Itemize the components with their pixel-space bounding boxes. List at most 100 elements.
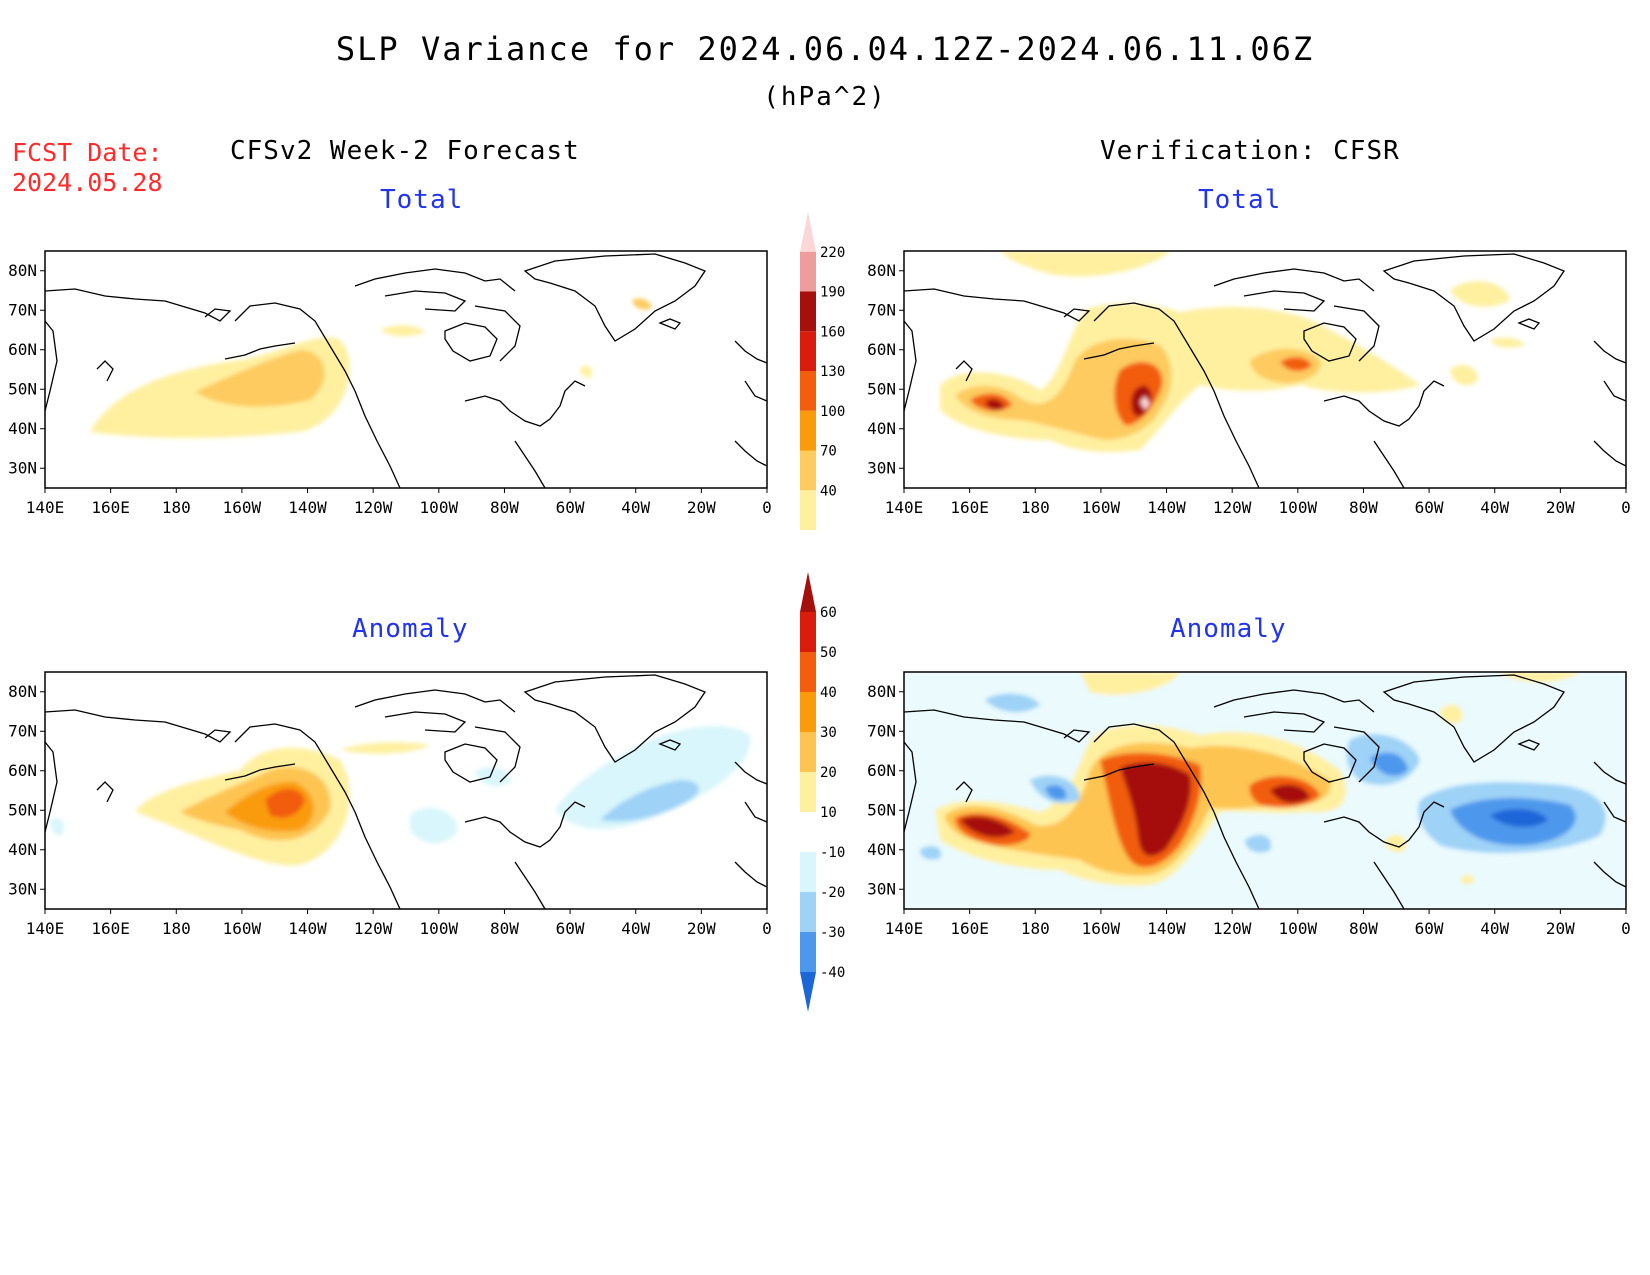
lat-tick-label: 50N <box>867 379 896 398</box>
colorbar-total-level: 160 <box>820 324 845 340</box>
colorbar-anomaly-level: -40 <box>820 965 845 981</box>
colorbar-anomaly-level: 20 <box>820 765 837 781</box>
lat-tick-label: 60N <box>867 761 896 780</box>
lon-tick-label: 160W <box>1082 919 1121 938</box>
lon-tick-label: 0 <box>762 919 772 938</box>
colorbar-total-level: 130 <box>820 364 845 380</box>
lat-tick-label: 50N <box>8 379 37 398</box>
lat-tick-label: 80N <box>8 261 37 280</box>
lat-tick-label: 80N <box>867 682 896 701</box>
lon-tick-label: 0 <box>1621 919 1631 938</box>
lon-tick-label: 180 <box>1021 498 1050 517</box>
colorbar-anomaly-swatch <box>800 812 816 852</box>
colorbar-total-level: 40 <box>820 483 837 499</box>
lon-tick-label: 120W <box>1213 919 1252 938</box>
right-column-title: Verification: CFSR <box>1100 136 1400 166</box>
lon-tick-label: 160W <box>223 919 262 938</box>
lon-tick-label: 180 <box>162 498 191 517</box>
figure-title: SLP Variance for 2024.06.04.12Z-2024.06.… <box>335 30 1315 68</box>
colorbar-anomaly-swatch <box>800 692 816 732</box>
figure-units: (hPa^2) <box>763 82 887 112</box>
colorbar-anomaly-level: 50 <box>820 645 837 661</box>
map-panel-total-verification <box>903 250 1627 489</box>
lat-tick-label: 70N <box>8 300 37 319</box>
lat-tick-label: 60N <box>8 761 37 780</box>
lon-tick-label: 80W <box>490 919 519 938</box>
lat-tick-label: 40N <box>867 840 896 859</box>
panel-title-total-verification: Total <box>1198 185 1282 215</box>
lon-tick-label: 80W <box>1349 498 1378 517</box>
colorbar-anomaly-level: -20 <box>820 885 845 901</box>
lon-tick-label: 20W <box>1546 919 1575 938</box>
lat-tick-label: 70N <box>8 721 37 740</box>
colorbar-total-level: 100 <box>820 404 845 420</box>
map-panel-anomaly-forecast <box>44 671 768 910</box>
panel-title-total-forecast: Total <box>380 185 464 215</box>
lon-tick-label: 100W <box>1279 498 1318 517</box>
colorbar-total-swatch <box>800 331 816 371</box>
lat-tick-label: 80N <box>867 261 896 280</box>
lon-tick-label: 0 <box>762 498 772 517</box>
lon-tick-label: 160W <box>1082 498 1121 517</box>
lon-tick-label: 40W <box>1480 498 1509 517</box>
colorbar-anomaly-swatch <box>800 932 816 972</box>
lon-tick-label: 160W <box>223 498 262 517</box>
lon-tick-label: 100W <box>420 919 459 938</box>
colorbar-anomaly-swatch <box>800 612 816 652</box>
colorbar-total-swatch <box>800 251 816 292</box>
lon-tick-label: 140W <box>288 919 327 938</box>
lat-tick-label: 40N <box>8 419 37 438</box>
lon-tick-label: 120W <box>354 498 393 517</box>
lat-tick-label: 30N <box>867 879 896 898</box>
lon-tick-label: 60W <box>1415 919 1444 938</box>
colorbar-anomaly-swatch <box>800 892 816 932</box>
colorbar-anomaly-swatch <box>800 572 816 612</box>
lon-tick-label: 80W <box>1349 919 1378 938</box>
colorbar-anomaly-swatch <box>800 852 816 892</box>
lon-tick-label: 160E <box>91 498 130 517</box>
colorbar-anomaly: 60 50 40 30 20 10 -10 -20 -30 -40 <box>800 572 845 1012</box>
colorbar-anomaly-level: 30 <box>820 725 837 741</box>
colorbar-anomaly-level: -10 <box>820 845 845 861</box>
lon-tick-label: 140W <box>1147 919 1186 938</box>
lat-tick-label: 30N <box>8 879 37 898</box>
lon-tick-label: 60W <box>1415 498 1444 517</box>
lon-tick-label: 180 <box>1021 919 1050 938</box>
lon-tick-label: 40W <box>621 498 650 517</box>
lon-tick-label: 140E <box>885 919 924 938</box>
map-axes: 140E 160E 180 160W 140W 120W 100W 80W 60W 40W 20W 0… <box>8 261 1631 938</box>
colorbar-anomaly-level: 10 <box>820 805 837 821</box>
colorbar-total-swatch <box>800 410 816 451</box>
lon-tick-label: 140E <box>885 498 924 517</box>
colorbar-total-swatch <box>800 212 816 252</box>
left-column-title: CFSv2 Week-2 Forecast <box>230 136 580 166</box>
lat-tick-label: 50N <box>867 800 896 819</box>
lat-tick-label: 60N <box>8 340 37 359</box>
lon-tick-label: 40W <box>621 919 650 938</box>
lon-tick-label: 60W <box>556 498 585 517</box>
colorbar-total-level: 70 <box>820 444 837 460</box>
colorbar-anomaly-swatch <box>800 652 816 692</box>
colorbar-anomaly-level: 40 <box>820 685 837 701</box>
lat-tick-label: 80N <box>8 682 37 701</box>
colorbar-anomaly-swatch <box>800 772 816 812</box>
lon-tick-label: 20W <box>1546 498 1575 517</box>
lat-tick-label: 30N <box>8 458 37 477</box>
colorbar-total-swatch <box>800 490 816 530</box>
lon-tick-label: 100W <box>420 498 459 517</box>
colorbar-total-level: 190 <box>820 285 845 301</box>
colorbar-anomaly-level: -30 <box>820 925 845 941</box>
lat-tick-label: 50N <box>8 800 37 819</box>
lon-tick-label: 0 <box>1621 498 1631 517</box>
lat-tick-label: 40N <box>867 419 896 438</box>
colorbar-anomaly-swatch <box>800 732 816 772</box>
map-panel-anomaly-verification <box>903 671 1627 910</box>
lon-tick-label: 100W <box>1279 919 1318 938</box>
lon-tick-label: 160E <box>950 919 989 938</box>
colorbar-total-swatch <box>800 450 816 491</box>
lon-tick-label: 140W <box>288 498 327 517</box>
lat-tick-label: 70N <box>867 721 896 740</box>
lon-tick-label: 80W <box>490 498 519 517</box>
lon-tick-label: 60W <box>556 919 585 938</box>
